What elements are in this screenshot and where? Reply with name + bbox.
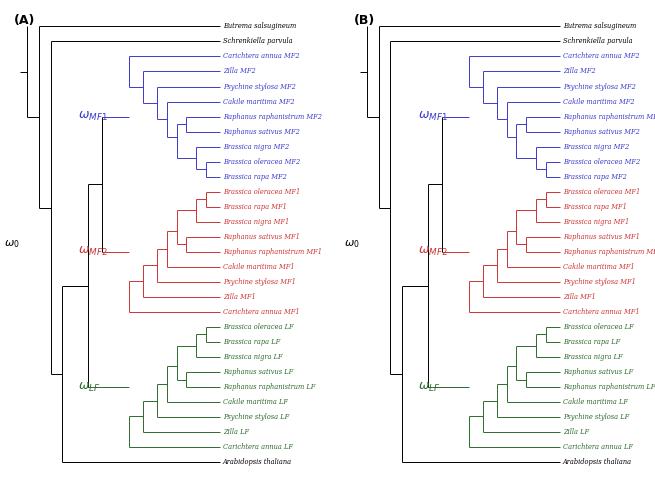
Text: Zilla MF1: Zilla MF1 — [563, 293, 595, 301]
Text: Psychine stylosa MF1: Psychine stylosa MF1 — [223, 278, 296, 286]
Text: Brassica oleracea MF1: Brassica oleracea MF1 — [563, 188, 640, 196]
Text: Cakile maritima MF2: Cakile maritima MF2 — [223, 98, 295, 105]
Text: Brassica oleracea LF: Brassica oleracea LF — [563, 323, 633, 331]
Text: (A): (A) — [14, 14, 35, 27]
Text: Brassica nigra MF1: Brassica nigra MF1 — [223, 218, 289, 226]
Text: Raphanus sativus MF2: Raphanus sativus MF2 — [223, 127, 300, 136]
Text: Raphanus sativus LF: Raphanus sativus LF — [563, 368, 633, 376]
Text: Carichtera annua MF1: Carichtera annua MF1 — [563, 308, 639, 316]
Text: Raphanus sativus MF2: Raphanus sativus MF2 — [563, 127, 640, 136]
Text: Brassica oleracea MF2: Brassica oleracea MF2 — [563, 158, 640, 166]
Text: Carichtera annua LF: Carichtera annua LF — [563, 443, 633, 451]
Text: Raphanus raphanistrum MF1: Raphanus raphanistrum MF1 — [563, 248, 655, 256]
Text: Zilla MF2: Zilla MF2 — [223, 68, 255, 76]
Text: Eutrema salsugineum: Eutrema salsugineum — [563, 23, 636, 30]
Text: Psychine stylosa LF: Psychine stylosa LF — [563, 413, 629, 421]
Text: Carichtera annua MF1: Carichtera annua MF1 — [223, 308, 299, 316]
Text: Cakile maritima MF1: Cakile maritima MF1 — [223, 263, 295, 271]
Text: Carichtera annua LF: Carichtera annua LF — [223, 443, 293, 451]
Text: Brassica rapa MF2: Brassica rapa MF2 — [223, 172, 287, 181]
Text: Zilla LF: Zilla LF — [223, 428, 249, 436]
Text: Brassica nigra MF2: Brassica nigra MF2 — [563, 143, 629, 150]
Text: Carichtera annua MF2: Carichtera annua MF2 — [223, 52, 299, 60]
Text: Brassica nigra MF2: Brassica nigra MF2 — [223, 143, 289, 150]
Text: Raphanus raphanistrum LF: Raphanus raphanistrum LF — [223, 383, 315, 391]
Text: Brassica rapa LF: Brassica rapa LF — [563, 338, 620, 346]
Text: Brassica oleracea LF: Brassica oleracea LF — [223, 323, 293, 331]
Text: $\omega_{MF1}$: $\omega_{MF1}$ — [418, 110, 448, 123]
Text: (B): (B) — [354, 14, 375, 27]
Text: Brassica nigra LF: Brassica nigra LF — [563, 353, 622, 361]
Text: Psychine stylosa MF2: Psychine stylosa MF2 — [223, 82, 296, 91]
Text: Brassica nigra MF1: Brassica nigra MF1 — [563, 218, 629, 226]
Text: Brassica rapa LF: Brassica rapa LF — [223, 338, 280, 346]
Text: $\omega_{LF}$: $\omega_{LF}$ — [78, 380, 101, 394]
Text: $\omega_0$: $\omega_0$ — [5, 239, 20, 250]
Text: Arabidopsis thaliana: Arabidopsis thaliana — [223, 458, 292, 466]
Text: Carichtera annua MF2: Carichtera annua MF2 — [563, 52, 639, 60]
Text: $\omega_{MF2}$: $\omega_{MF2}$ — [78, 245, 108, 258]
Text: Raphanus sativus MF1: Raphanus sativus MF1 — [223, 233, 300, 241]
Text: Brassica nigra LF: Brassica nigra LF — [223, 353, 282, 361]
Text: Brassica oleracea MF1: Brassica oleracea MF1 — [223, 188, 300, 196]
Text: $\omega_0$: $\omega_0$ — [344, 239, 360, 250]
Text: Raphanus sativus LF: Raphanus sativus LF — [223, 368, 293, 376]
Text: Raphanus raphanistrum MF2: Raphanus raphanistrum MF2 — [563, 113, 655, 121]
Text: Schrenkiella parvula: Schrenkiella parvula — [223, 37, 293, 46]
Text: Brassica rapa MF2: Brassica rapa MF2 — [563, 172, 627, 181]
Text: Zilla MF2: Zilla MF2 — [563, 68, 595, 76]
Text: Zilla MF1: Zilla MF1 — [223, 293, 255, 301]
Text: Raphanus raphanistrum MF1: Raphanus raphanistrum MF1 — [223, 248, 322, 256]
Text: Psychine stylosa LF: Psychine stylosa LF — [223, 413, 289, 421]
Text: Cakile maritima LF: Cakile maritima LF — [223, 398, 288, 406]
Text: Raphanus raphanistrum LF: Raphanus raphanistrum LF — [563, 383, 655, 391]
Text: Schrenkiella parvula: Schrenkiella parvula — [563, 37, 632, 46]
Text: $\omega_{LF}$: $\omega_{LF}$ — [418, 380, 440, 394]
Text: Eutrema salsugineum: Eutrema salsugineum — [223, 23, 296, 30]
Text: Psychine stylosa MF1: Psychine stylosa MF1 — [563, 278, 635, 286]
Text: $\omega_{MF1}$: $\omega_{MF1}$ — [78, 110, 108, 123]
Text: Raphanus raphanistrum MF2: Raphanus raphanistrum MF2 — [223, 113, 322, 121]
Text: Psychine stylosa MF2: Psychine stylosa MF2 — [563, 82, 635, 91]
Text: Zilla LF: Zilla LF — [563, 428, 589, 436]
Text: Raphanus sativus MF1: Raphanus sativus MF1 — [563, 233, 640, 241]
Text: Brassica rapa MF1: Brassica rapa MF1 — [223, 203, 287, 211]
Text: Cakile maritima MF1: Cakile maritima MF1 — [563, 263, 635, 271]
Text: Cakile maritima LF: Cakile maritima LF — [563, 398, 627, 406]
Text: Arabidopsis thaliana: Arabidopsis thaliana — [563, 458, 632, 466]
Text: Cakile maritima MF2: Cakile maritima MF2 — [563, 98, 635, 105]
Text: Brassica oleracea MF2: Brassica oleracea MF2 — [223, 158, 300, 166]
Text: $\omega_{MF2}$: $\omega_{MF2}$ — [418, 245, 447, 258]
Text: Brassica rapa MF1: Brassica rapa MF1 — [563, 203, 627, 211]
